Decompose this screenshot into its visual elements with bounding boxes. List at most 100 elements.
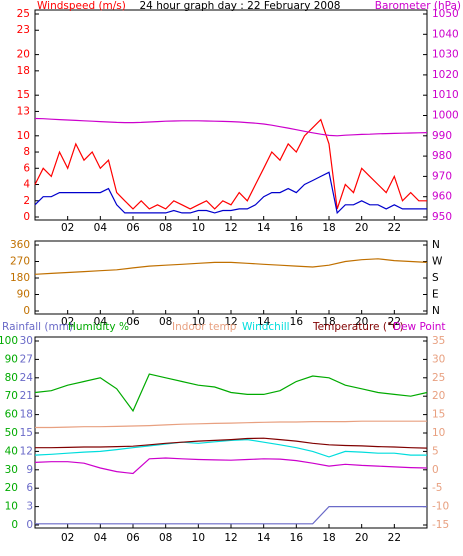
y2-tick-label: 1010 <box>432 89 459 101</box>
legend-label: Rainfall (mm) <box>2 321 73 333</box>
x-tick-label: 20 <box>355 316 368 328</box>
y2-tick-label: 1040 <box>432 28 459 40</box>
y3-tick-label: 27 <box>20 353 33 365</box>
x-tick-label: 04 <box>94 222 108 234</box>
y-tick-label: 270 <box>10 256 30 268</box>
y-tick-label: 10 <box>17 130 30 142</box>
x-tick-label: 14 <box>257 222 271 234</box>
y-tick-label: 0 <box>11 519 18 531</box>
y-tick-label: 0 <box>23 211 30 223</box>
y2-tick-label: N <box>432 305 440 317</box>
plot-frame <box>34 9 428 221</box>
y3-tick-label: 6 <box>26 482 33 494</box>
y2-tick-label: 960 <box>432 191 452 203</box>
x-tick-label: 14 <box>257 316 271 328</box>
series-line <box>34 117 428 137</box>
y2-tick-label: 30 <box>432 353 445 365</box>
y-axis-label: Windspeed (m/s) <box>37 0 126 12</box>
y2-tick-label: N <box>432 239 440 251</box>
y2-axis-label: Barometer (hPa) <box>375 0 461 12</box>
y2-tick-label: W <box>432 256 443 268</box>
x-tick-label: 08 <box>159 222 172 234</box>
x-tick-label: 04 <box>94 316 108 328</box>
series-line <box>35 506 427 525</box>
y3-tick-label: 12 <box>20 445 33 457</box>
x-tick-label: 22 <box>388 222 401 234</box>
y3-tick-label: 30 <box>20 335 33 347</box>
x-tick-label: 18 <box>322 222 335 234</box>
x-tick-label: 12 <box>224 532 237 544</box>
y-tick-label: 50 <box>5 427 18 439</box>
y3-tick-label: 0 <box>26 519 33 531</box>
y2-tick-label: 1030 <box>432 49 459 61</box>
y-tick-label: 100 <box>0 335 18 347</box>
y3-tick-label: 24 <box>20 372 34 384</box>
y-tick-label: 2 <box>23 195 30 207</box>
x-tick-label: 06 <box>126 532 140 544</box>
y3-tick-label: 18 <box>20 409 33 421</box>
y-tick-label: 6 <box>23 162 30 174</box>
y-tick-label: 60 <box>5 409 18 421</box>
y3-tick-label: 21 <box>20 390 33 402</box>
x-tick-label: 16 <box>290 316 304 328</box>
y2-tick-label: 950 <box>432 211 452 223</box>
series-line <box>34 373 428 413</box>
x-tick-label: 02 <box>61 532 74 544</box>
y-tick-label: 10 <box>5 501 18 513</box>
y-tick-label: 70 <box>5 390 18 402</box>
y-tick-label: 90 <box>17 289 30 301</box>
y-tick-label: 80 <box>5 372 18 384</box>
y-tick-label: 20 <box>17 49 30 61</box>
y-tick-label: 20 <box>5 482 18 494</box>
y2-tick-label: S <box>432 272 439 284</box>
y3-tick-label: 3 <box>26 501 33 513</box>
y2-tick-label: 990 <box>432 130 452 142</box>
y2-tick-label: 1000 <box>432 110 459 122</box>
y-tick-label: 40 <box>5 445 18 457</box>
y-tick-label: 0 <box>23 305 30 317</box>
x-tick-label: 18 <box>322 532 335 544</box>
series-line <box>34 457 428 475</box>
y-tick-label: 360 <box>10 239 30 251</box>
y2-tick-label: 20 <box>432 390 445 402</box>
x-tick-label: 16 <box>290 222 304 234</box>
x-tick-label: 16 <box>290 532 304 544</box>
x-tick-label: 18 <box>322 316 335 328</box>
x-tick-label: 10 <box>192 222 205 234</box>
y2-tick-label: 970 <box>432 170 452 182</box>
x-tick-label: 06 <box>126 222 140 234</box>
y-tick-label: 8 <box>23 146 30 158</box>
y2-tick-label: -5 <box>432 482 442 494</box>
series-line <box>34 258 428 275</box>
plot-frame <box>34 336 428 529</box>
y2-tick-label: 10 <box>432 427 445 439</box>
series-line <box>34 438 427 458</box>
legend-label: Temperature (°C) <box>312 321 404 333</box>
y-tick-label: 23 <box>17 24 30 36</box>
legend-label: Windchill <box>242 321 290 333</box>
y-tick-label: 4 <box>23 179 30 191</box>
y-tick-label: 18 <box>17 65 30 77</box>
y2-tick-label: 0 <box>432 464 439 476</box>
y-tick-label: 180 <box>10 272 30 284</box>
x-tick-label: 06 <box>126 316 140 328</box>
x-tick-label: 12 <box>224 222 237 234</box>
x-tick-label: 08 <box>159 316 172 328</box>
y2-tick-label: 1050 <box>432 8 459 20</box>
y2-tick-label: 1020 <box>432 69 459 81</box>
y2-tick-label: -15 <box>432 519 449 531</box>
x-tick-label: 20 <box>355 222 368 234</box>
y-tick-label: 15 <box>17 89 30 101</box>
plot-frame <box>34 240 428 315</box>
y3-tick-label: 9 <box>26 464 33 476</box>
y-tick-label: 90 <box>5 353 18 365</box>
y2-tick-label: -10 <box>432 501 449 513</box>
series-line <box>35 420 427 429</box>
x-tick-label: 08 <box>159 532 172 544</box>
y-tick-label: 13 <box>17 105 30 117</box>
x-tick-label: 12 <box>224 316 237 328</box>
y2-tick-label: 5 <box>432 445 439 457</box>
y3-tick-label: 15 <box>20 427 33 439</box>
series-line <box>34 118 427 210</box>
